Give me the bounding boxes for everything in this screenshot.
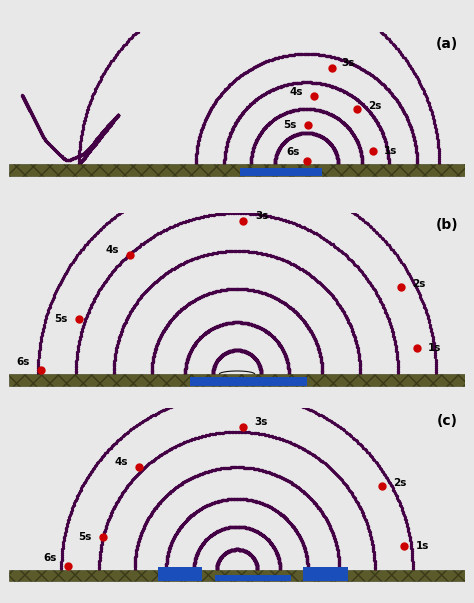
Text: 5s: 5s xyxy=(55,314,68,324)
Text: 2s: 2s xyxy=(393,478,407,488)
Text: 5s: 5s xyxy=(283,121,297,130)
Text: 3s: 3s xyxy=(255,417,268,427)
Text: 1s: 1s xyxy=(384,145,397,156)
Text: (c): (c) xyxy=(437,414,458,428)
Text: 3s: 3s xyxy=(341,58,354,68)
Bar xyxy=(190,377,307,385)
Text: 1s: 1s xyxy=(428,343,441,353)
Text: 6s: 6s xyxy=(286,148,299,157)
Text: 4s: 4s xyxy=(290,87,303,98)
Bar xyxy=(303,567,347,581)
Text: (a): (a) xyxy=(436,37,458,51)
Text: 2s: 2s xyxy=(412,279,426,289)
Text: 6s: 6s xyxy=(17,357,30,367)
Bar xyxy=(240,168,322,176)
Bar xyxy=(215,575,291,581)
Text: (b): (b) xyxy=(436,218,458,232)
Text: 3s: 3s xyxy=(255,210,269,221)
Text: 4s: 4s xyxy=(115,456,128,467)
Text: 6s: 6s xyxy=(43,552,56,563)
Bar xyxy=(9,570,465,581)
Text: 5s: 5s xyxy=(79,532,92,541)
Text: 4s: 4s xyxy=(105,245,118,254)
Bar xyxy=(9,165,465,176)
Bar xyxy=(158,567,202,581)
Bar xyxy=(9,374,465,385)
Text: 2s: 2s xyxy=(368,101,382,111)
Text: 1s: 1s xyxy=(416,541,429,551)
